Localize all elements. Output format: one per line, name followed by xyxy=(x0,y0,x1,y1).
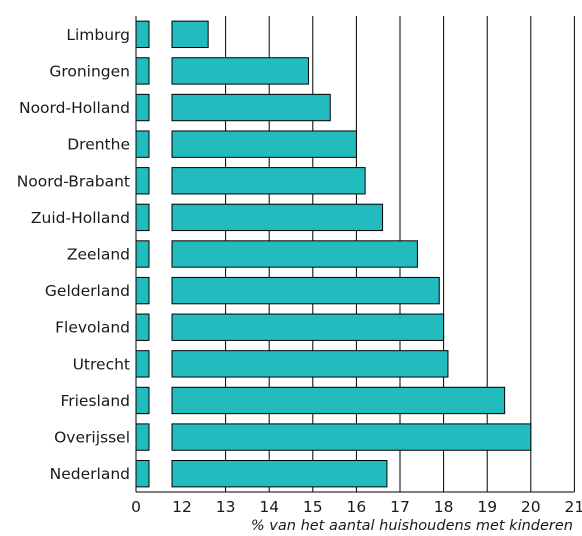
bar-stub-friesland xyxy=(135,386,150,415)
bar-nederland xyxy=(171,460,388,488)
category-label-nederland: Nederland xyxy=(50,465,130,483)
bar-stub-groningen xyxy=(135,57,150,85)
bar-stub-noord-brabant xyxy=(135,167,150,195)
category-label-drenthe: Drenthe xyxy=(67,136,130,154)
category-label-noord-brabant: Noord-Brabant xyxy=(17,172,130,190)
x-tick-label-0: 0 xyxy=(131,498,141,516)
bar-noord-holland xyxy=(171,93,331,122)
category-label-limburg: Limburg xyxy=(66,26,130,44)
category-label-friesland: Friesland xyxy=(60,392,130,410)
bar-stub-zuid-holland xyxy=(135,203,150,232)
category-label-zeeland: Zeeland xyxy=(67,246,130,264)
bar-stub-noord-holland xyxy=(135,93,150,122)
bar-limburg xyxy=(171,20,209,48)
x-axis-title: % van het aantal huishoudens met kindere… xyxy=(251,518,573,534)
x-tick-label-19: 19 xyxy=(477,498,497,516)
x-tick-label-14: 14 xyxy=(259,498,279,516)
x-tick-label-17: 17 xyxy=(390,498,410,516)
x-tick-label-13: 13 xyxy=(216,498,236,516)
category-label-layer: Limburg Groningen Noord-Holland Drenthe Noor… xyxy=(17,26,130,483)
bar-stub-zeeland xyxy=(135,240,150,268)
x-tick-label-15: 15 xyxy=(303,498,323,516)
bar-stub-utrecht xyxy=(135,350,150,378)
category-label-overijssel: Overijssel xyxy=(54,429,130,447)
bar-noord-brabant xyxy=(171,167,366,195)
bar-utrecht xyxy=(171,350,449,378)
category-label-utrecht: Utrecht xyxy=(73,355,130,373)
bar-gelderland xyxy=(171,276,440,305)
category-label-zuid-holland: Zuid-Holland xyxy=(31,209,130,227)
category-label-groningen: Groningen xyxy=(49,62,130,80)
bar-friesland xyxy=(171,386,506,415)
x-tick-label-18: 18 xyxy=(434,498,454,516)
bar-flevoland xyxy=(171,313,445,341)
x-tick-label-20: 20 xyxy=(521,498,541,516)
bar-stub-gelderland xyxy=(135,276,150,305)
bar-stub-limburg xyxy=(135,20,150,48)
bar-stub-nederland xyxy=(135,460,150,488)
bar-stub-overijssel xyxy=(135,423,150,451)
category-label-noord-holland: Noord-Holland xyxy=(19,99,130,117)
category-label-flevoland: Flevoland xyxy=(55,319,130,337)
bar-zuid-holland xyxy=(171,203,384,232)
bar-overijssel xyxy=(171,423,532,451)
bar-stub-drenthe xyxy=(135,130,150,158)
tick-label-layer: 0 12 13 14 15 16 17 18 19 20 21 xyxy=(131,498,582,516)
bar-zeeland xyxy=(171,240,418,268)
x-tick-label-12: 12 xyxy=(172,498,192,516)
bar-layer xyxy=(135,20,532,488)
bar-drenthe xyxy=(171,130,357,158)
x-tick-label-16: 16 xyxy=(347,498,367,516)
x-tick-label-21: 21 xyxy=(565,498,582,516)
bar-stub-flevoland xyxy=(135,313,150,341)
bar-groningen xyxy=(171,57,309,85)
category-label-gelderland: Gelderland xyxy=(45,282,130,300)
